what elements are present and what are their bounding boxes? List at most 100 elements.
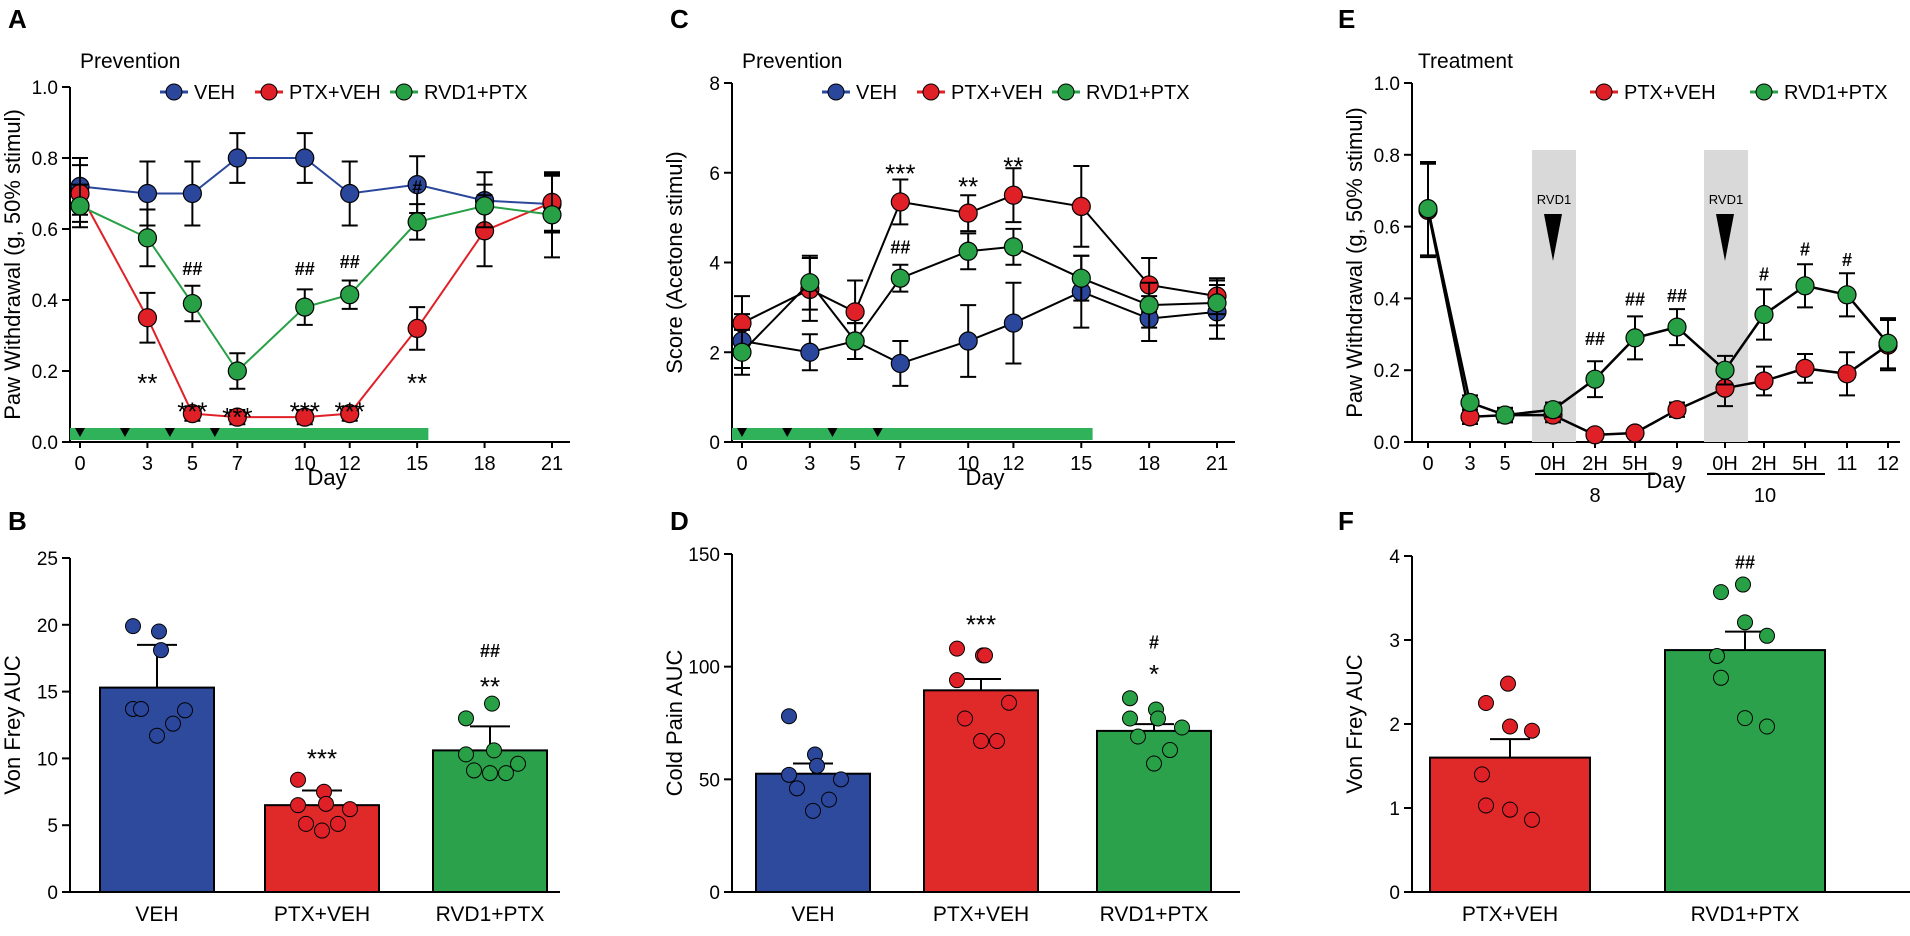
data-point <box>1837 364 1857 384</box>
bar <box>264 804 380 893</box>
significance-mark: ** <box>1003 152 1023 182</box>
data-point <box>1667 317 1687 337</box>
x-tick-label: RVD1+PTX <box>436 903 545 926</box>
y-tick-label: 15 <box>37 683 58 704</box>
error-bar <box>1490 738 1530 758</box>
data-point <box>330 815 346 832</box>
data-point <box>732 342 752 362</box>
data-point <box>845 302 865 322</box>
data-point <box>314 822 330 839</box>
dose-arrow <box>119 428 130 437</box>
y-tick-label: 0 <box>47 883 58 904</box>
legend-marker <box>922 83 940 101</box>
panel-d: D 0 50 100 150 Cold Pain AUC VEH PTX+VEH RVD1+PT… <box>662 506 1240 926</box>
data-point <box>805 802 821 819</box>
data-point <box>800 342 820 362</box>
data-point <box>182 183 202 204</box>
legend-marker <box>1057 83 1075 101</box>
legend-item: RVD1+PTX <box>1052 82 1190 104</box>
x-tick-label: 7 <box>232 453 243 475</box>
rvd1-arrow <box>1544 214 1562 261</box>
x-tick-label: 11 <box>1837 453 1858 475</box>
data-point <box>1795 276 1815 296</box>
x-tick-label: 3 <box>142 453 153 475</box>
y-tick-label: 1.0 <box>1374 74 1400 95</box>
shade-region <box>1532 150 1576 442</box>
data-point <box>151 623 167 640</box>
data-point <box>949 672 965 689</box>
legend-marker <box>165 83 183 101</box>
data-point <box>474 196 495 216</box>
significance-mark: *** <box>966 610 996 640</box>
x-tick-label: RVD1+PTX <box>1691 903 1800 926</box>
y-tick-label: 5 <box>47 816 58 837</box>
y-tick-label: 0.4 <box>1374 289 1401 310</box>
data-point <box>1502 801 1518 818</box>
legend-label: RVD1+PTX <box>1086 82 1190 104</box>
data-point <box>1130 728 1146 745</box>
y-axis-label: Von Frey AUC <box>0 655 25 795</box>
data-point <box>1460 392 1480 413</box>
y-tick-label: 10 <box>37 749 58 770</box>
series-ptx-veh <box>1418 162 1898 445</box>
series-rvd1-ptx <box>1418 160 1898 425</box>
significance-mark: ** <box>958 172 978 202</box>
data-point <box>295 407 315 427</box>
data-point <box>1715 360 1735 380</box>
panel-letter: D <box>670 506 689 536</box>
legend-label: VEH <box>856 82 897 104</box>
data-point <box>1207 293 1227 313</box>
significance-mark: ## <box>1667 286 1687 306</box>
data-point <box>137 308 158 328</box>
data-point <box>407 175 427 195</box>
significance-mark: *** <box>335 397 365 427</box>
error-bar <box>1725 630 1765 651</box>
data-point <box>1667 400 1687 420</box>
dose-arrow <box>164 428 175 437</box>
data-point <box>1625 423 1645 443</box>
x-tick-label: PTX+VEH <box>1462 903 1558 926</box>
legend-item: PTX+VEH <box>917 82 1043 104</box>
series-rvd1-ptx <box>70 171 562 390</box>
error-bar <box>961 678 1001 691</box>
group-label: 8 <box>1589 485 1600 507</box>
data-point <box>182 293 202 314</box>
bar-group <box>264 771 380 893</box>
data-point <box>958 241 978 261</box>
data-point <box>1709 647 1725 664</box>
data-point <box>486 742 502 759</box>
data-point <box>1524 811 1540 828</box>
y-axis-label: Cold Pain AUC <box>662 650 687 797</box>
data-point <box>949 640 965 657</box>
data-point <box>498 765 514 782</box>
data-point <box>1139 295 1159 315</box>
x-tick-label: 9 <box>1671 453 1682 475</box>
x-tick-label: 12 <box>339 453 361 475</box>
x-axis-label: Day <box>307 465 346 490</box>
legend-marker <box>260 83 278 101</box>
data-point <box>466 762 482 779</box>
significance-mark: # <box>1800 239 1810 259</box>
bar-group <box>755 708 871 894</box>
data-point <box>340 183 360 204</box>
legend-item: RVD1+PTX <box>390 82 528 104</box>
y-tick-label: 50 <box>699 770 720 791</box>
dose-arrow <box>827 428 838 437</box>
x-tick-label: PTX+VEH <box>933 903 1029 926</box>
y-tick-label: 0.6 <box>1374 218 1400 239</box>
data-point <box>510 755 526 772</box>
y-tick-label: 4 <box>709 254 720 275</box>
y-tick-label: 0 <box>709 883 720 904</box>
significance-mark: ## <box>295 259 315 279</box>
significance-mark: ** <box>137 368 157 398</box>
bar <box>1096 729 1212 893</box>
x-tick-label: 2H <box>1751 453 1777 475</box>
data-point <box>342 801 358 818</box>
x-tick-label: 2H <box>1582 453 1608 475</box>
data-point <box>1759 718 1775 735</box>
y-tick-label: 0.6 <box>32 220 58 241</box>
data-point <box>484 695 500 712</box>
x-tick-label: 10 <box>294 453 316 475</box>
y-axis-label: Score (Acetone stimul) <box>662 151 687 374</box>
